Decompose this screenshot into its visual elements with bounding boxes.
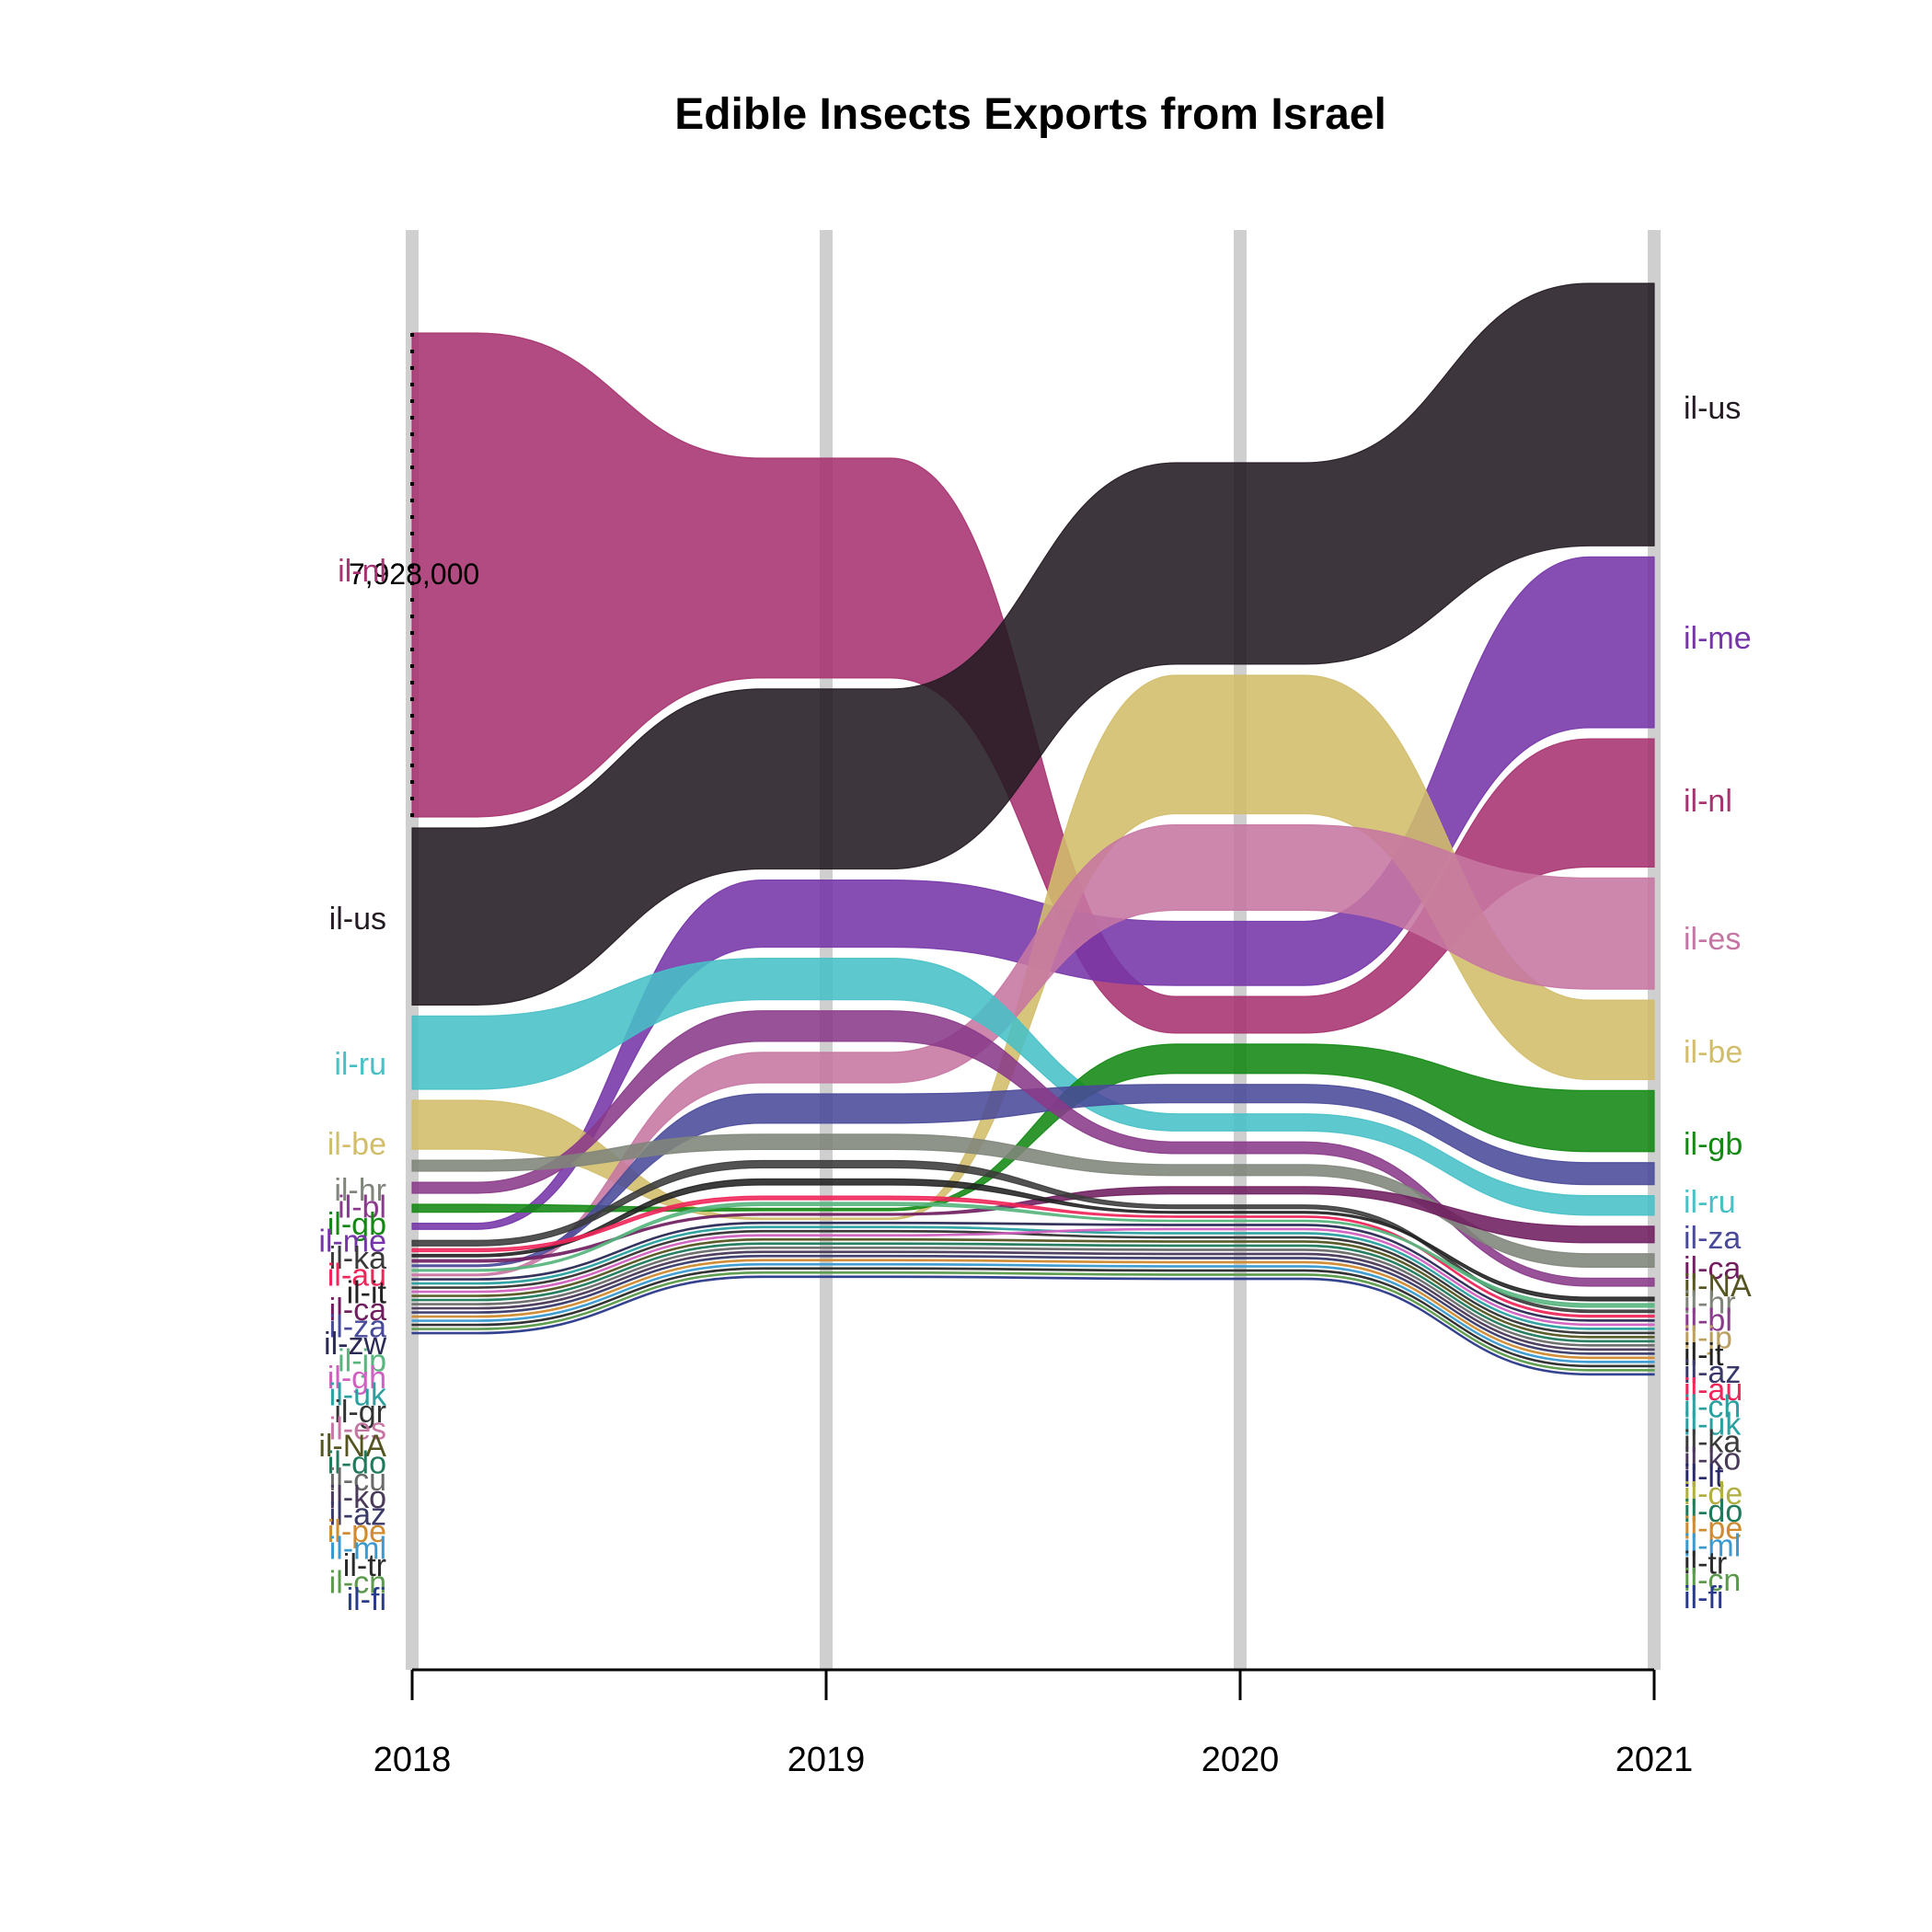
ribbon-il-NA <box>411 1237 1655 1339</box>
left-label-il-ka: il-ka <box>329 1241 386 1276</box>
left-label-il-do: il-do <box>328 1446 386 1481</box>
ribbon-il-do <box>411 1242 1655 1343</box>
left-label-il-me: il-me <box>318 1225 386 1259</box>
left-label-il-gh: il-gh <box>328 1361 386 1396</box>
left-label-il-fi: il-fi <box>347 1582 386 1617</box>
right-label-il-do: il-do <box>1684 1494 1742 1529</box>
right-label-il-pe: il-pe <box>1684 1512 1742 1547</box>
left-label-il-gb: il-gb <box>328 1207 386 1242</box>
ribbon-il-gb <box>411 1043 1655 1213</box>
ribbon-il-bl <box>411 1010 1655 1287</box>
ribbon-il-zw <box>411 1221 1655 1322</box>
x-tick-label-2020: 2020 <box>1202 1741 1280 1779</box>
ribbon-il-ru <box>411 957 1655 1216</box>
ribbon-il-ca <box>411 1186 1655 1263</box>
right-label-il-us: il-us <box>1684 391 1741 426</box>
right-label-il-fi: il-fi <box>1684 1581 1723 1616</box>
left-label-il-bl: il-bl <box>338 1190 386 1225</box>
flow-ribbons <box>411 282 1655 1376</box>
right-label-il-ch: il-ch <box>1684 1390 1741 1425</box>
ribbon-il-jp <box>411 1202 1655 1308</box>
right-label-il-me: il-me <box>1684 621 1752 656</box>
right-label-il-az: il-az <box>1684 1355 1741 1390</box>
right-label-il-hr: il-hr <box>1684 1286 1736 1321</box>
right-label-il-au: il-au <box>1684 1373 1742 1408</box>
right-label-il-NA: il-NA <box>1684 1269 1752 1304</box>
left-label-il-uk: il-uk <box>329 1378 387 1413</box>
left-label-il-zw: il-zw <box>324 1327 386 1362</box>
ribbon-il-gh <box>411 1227 1655 1327</box>
right-label-il-be: il-be <box>1684 1035 1742 1070</box>
left-label-il-au: il-au <box>328 1259 386 1294</box>
ribbon-il-ko <box>411 1250 1655 1351</box>
x-tick-label-2019: 2019 <box>788 1741 866 1779</box>
right-label-il-ml: il-ml <box>1684 1528 1741 1563</box>
left-label-il-gr: il-gr <box>334 1395 386 1430</box>
right-label-il-tr: il-tr <box>1684 1546 1727 1581</box>
left-label-il-it: il-it <box>347 1275 387 1310</box>
right-label-il-gb: il-gb <box>1684 1127 1742 1162</box>
left-label-il-NA: il-NA <box>318 1429 386 1464</box>
left-label-il-tr: il-tr <box>343 1548 386 1583</box>
left-label-il-ko: il-ko <box>329 1480 386 1515</box>
left-label-il-ru: il-ru <box>334 1047 386 1082</box>
right-label-il-lt: il-lt <box>1684 1459 1724 1494</box>
ribbon-il-cn <box>411 1271 1655 1372</box>
x-tick-label-2018: 2018 <box>374 1741 452 1779</box>
right-labels: il-us il-me il-nl il-es il-be il-gb il-ruil-za… <box>1684 391 1752 1616</box>
left-label-il-ml: il-ml <box>329 1531 386 1566</box>
ribbon-il-uk <box>411 1225 1655 1330</box>
ribbon-il-ka <box>411 1159 1655 1314</box>
ribbon-il-ml <box>411 1262 1655 1363</box>
scale-bar: 7,928,000 <box>349 333 479 817</box>
right-label-il-uk: il-uk <box>1684 1408 1742 1443</box>
x-tick-label-2021: 2021 <box>1616 1741 1694 1779</box>
year-bar-2019 <box>820 230 833 1670</box>
left-label-il-za: il-za <box>329 1309 386 1344</box>
left-labels: il-nl il-us il-ru il-be il-hril-blil-gbil-me… <box>318 554 387 1617</box>
left-label-il-hr: il-hr <box>334 1173 386 1208</box>
right-label-il-nl: il-nl <box>1684 784 1732 819</box>
chart-title: Edible Insects Exports from Israel <box>674 90 1386 139</box>
ribbon-il-hr <box>411 1133 1655 1268</box>
ribbon-il-es <box>411 823 1655 1277</box>
right-label-il-es: il-es <box>1684 922 1741 957</box>
right-label-il-jp: il-jp <box>1684 1320 1732 1355</box>
left-label-il-cu: il-cu <box>329 1463 386 1498</box>
ribbon-il-pe <box>411 1259 1655 1360</box>
ribbon-il-it <box>411 1178 1655 1302</box>
right-label-il-bl: il-bl <box>1684 1304 1732 1339</box>
ribbon-il-tr <box>411 1267 1655 1368</box>
left-label-il-nl: il-nl <box>338 554 386 589</box>
x-axis: 2018 2019 2020 2021 <box>374 1668 1694 1779</box>
left-label-il-az: il-az <box>329 1497 386 1532</box>
right-label-il-de: il-de <box>1684 1477 1742 1512</box>
ribbon-il-nl <box>411 332 1655 1034</box>
right-label-il-ko: il-ko <box>1684 1442 1741 1477</box>
ribbon-il-us <box>411 282 1655 1006</box>
right-label-il-cn: il-cn <box>1684 1563 1741 1598</box>
left-label-il-pe: il-pe <box>328 1514 386 1549</box>
right-label-il-ca: il-ca <box>1684 1251 1741 1286</box>
right-label-il-it: il-it <box>1684 1338 1724 1373</box>
left-label-il-cn: il-cn <box>329 1565 386 1600</box>
ribbon-il-cu <box>411 1246 1655 1347</box>
ribbon-il-fi <box>411 1275 1655 1376</box>
ribbon-il-au <box>411 1195 1655 1318</box>
ribbon-il-za <box>411 1084 1655 1268</box>
left-label-il-be: il-be <box>328 1127 386 1162</box>
left-label-il-us: il-us <box>329 902 386 937</box>
ribbon-il-az <box>411 1254 1655 1355</box>
scale-bar-label: 7,928,000 <box>349 558 479 591</box>
ribbon-il-gr <box>411 1229 1655 1335</box>
left-label-il-jp: il-jp <box>338 1343 386 1378</box>
right-label-il-ru: il-ru <box>1684 1185 1736 1220</box>
right-label-il-za: il-za <box>1684 1221 1741 1256</box>
left-label-il-ca: il-ca <box>329 1293 386 1328</box>
left-label-il-es: il-es <box>329 1412 386 1447</box>
right-label-il-ka: il-ka <box>1684 1424 1741 1459</box>
